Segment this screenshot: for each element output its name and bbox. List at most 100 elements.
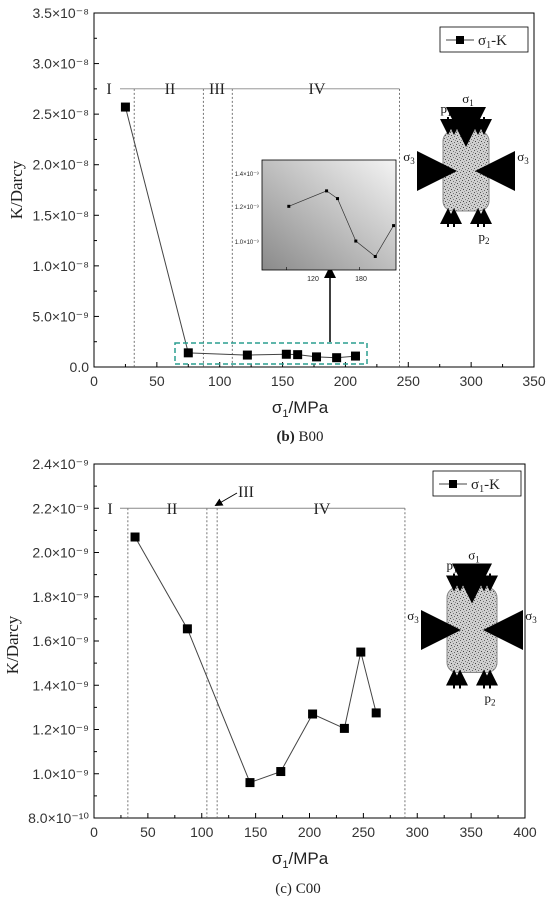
sigma3-label-base: σ	[517, 149, 524, 164]
y-tick-label: 2.0×10⁻⁹	[32, 545, 89, 561]
y-tick-label: 1.6×10⁻⁹	[32, 633, 89, 649]
inset-y-tick: 1.2×10⁻⁹	[235, 204, 260, 211]
sigma3-label-subscript: 3	[524, 156, 529, 166]
y-tick-label: 1.2×10⁻⁹	[32, 722, 89, 738]
highlight-box	[174, 342, 368, 365]
p2-label: p2	[479, 229, 490, 246]
data-point	[276, 767, 286, 777]
series-line	[130, 532, 381, 788]
data-point	[356, 647, 366, 657]
legend-label: σ1-K	[478, 33, 507, 51]
y-tick-label: 5.0×10⁻⁹	[32, 308, 89, 324]
y-tick-label: 2.0×10⁻⁸	[32, 157, 89, 173]
sigma3-label-base: σ	[403, 149, 410, 164]
p1-label: p1	[447, 558, 458, 575]
x-tick-label: 50	[149, 373, 165, 389]
data-point	[183, 348, 193, 358]
y-tick-label: 2.4×10⁻⁹	[32, 456, 89, 472]
sigma3-label-base: σ	[407, 608, 414, 623]
p2-label-subscript: 2	[485, 236, 490, 246]
x-tick-label: 150	[271, 373, 295, 389]
y-tick-label: 1.0×10⁻⁹	[32, 766, 89, 782]
y-tick-label: 2.5×10⁻⁸	[32, 106, 89, 122]
specimen-body	[442, 130, 490, 212]
x-axis-ticks: 0 50 100 150 200 250 300 350	[90, 362, 546, 389]
data-point	[242, 350, 252, 360]
data-point	[312, 352, 322, 362]
caption-text: C00	[292, 881, 321, 897]
caption-letter: (b)	[276, 429, 294, 445]
data-point	[182, 624, 192, 634]
sigma3-label-subscript: 3	[410, 156, 415, 166]
y-tick-label: 3.5×10⁻⁸	[32, 5, 89, 21]
legend-marker	[456, 36, 464, 44]
stage-label: II	[167, 501, 178, 518]
x-tick-label: 200	[334, 373, 358, 389]
sigma3-label-subscript: 3	[414, 615, 419, 625]
stage-label: IV	[309, 81, 326, 98]
caption-text: B00	[295, 429, 324, 445]
sigma3-label-subscript: 3	[532, 615, 537, 625]
series-path	[134, 536, 377, 784]
x-tick-label: 350	[522, 373, 546, 389]
chart-panel-c: 8.0×10⁻¹⁰ 1.0×10⁻⁹ 1.2×10⁻⁹ 1.4×10⁻⁹ 1.6×10⁻…	[3, 456, 537, 897]
stage-label: IV	[314, 501, 331, 518]
stage-label: I	[107, 501, 112, 518]
series-line	[120, 102, 360, 363]
data-point	[120, 102, 130, 112]
y-tick-label: 2.2×10⁻⁹	[32, 500, 89, 516]
data-point	[308, 709, 318, 719]
p1-label-base: p	[447, 558, 454, 573]
panel-caption: (c) C00	[275, 881, 320, 897]
sigma3-label-base: σ	[525, 608, 532, 623]
y-axis-label: K/Darcy	[3, 615, 22, 674]
x-tick-label: 50	[140, 824, 156, 840]
inset-x-tick: 120	[307, 276, 319, 283]
sigma1-label-base: σ	[468, 548, 475, 563]
p2-label-subscript: 2	[491, 698, 496, 708]
y-axis-ticks: 0.0 5.0×10⁻⁹ 1.0×10⁻⁸ 1.5×10⁻⁸ 2.0×10⁻⁸ 2.5×1…	[32, 5, 99, 375]
x-tick-label: 250	[397, 373, 421, 389]
x-axis-label: σ1/MPa	[272, 398, 329, 420]
inset-data-point	[373, 254, 377, 258]
stage-III-pointer	[214, 492, 238, 507]
p1-label-base: p	[441, 101, 448, 116]
x-axis-ticks: 0 50 100 150 200 250 300 350 400	[90, 813, 537, 840]
chart-panel-b: 0.0 5.0×10⁻⁹ 1.0×10⁻⁸ 1.5×10⁻⁸ 2.0×10⁻⁸ 2.5×1…	[7, 5, 546, 445]
p1-label: p1	[441, 101, 452, 118]
caption-letter: (c)	[275, 881, 292, 897]
legend: σ1-K	[439, 26, 529, 53]
p1-label-subscript: 1	[447, 108, 452, 118]
inset-data-point	[392, 224, 396, 228]
stage-label: I	[106, 81, 111, 98]
sigma3-label: σ3	[517, 149, 529, 166]
x-tick-label: 300	[459, 373, 483, 389]
stage-label: III	[238, 484, 254, 501]
stage-label: III	[209, 81, 225, 98]
panel-caption: (b) B00	[276, 429, 323, 445]
y-tick-label: 0.0	[70, 359, 90, 375]
p1-label-subscript: 1	[453, 565, 458, 575]
p2-label-base: p	[479, 229, 486, 244]
inset-series	[286, 189, 396, 270]
data-point	[371, 708, 381, 718]
y-tick-label: 1.8×10⁻⁹	[32, 589, 89, 605]
inset-series-path	[288, 190, 394, 258]
y-tick-label: 1.4×10⁻⁹	[32, 677, 89, 693]
y-axis-label: K/Darcy	[7, 160, 26, 219]
stage-boundaries	[120, 88, 400, 367]
x-tick-label: 300	[406, 824, 430, 840]
inset-data-point	[336, 197, 340, 201]
x-tick-label: 250	[352, 824, 376, 840]
x-axis-label: σ1/MPa	[272, 849, 329, 871]
specimen-body	[446, 587, 498, 673]
sigma3-label: σ3	[525, 608, 537, 625]
data-point	[130, 532, 140, 542]
p2-label-base: p	[485, 691, 492, 706]
y-tick-label: 1.0×10⁻⁸	[32, 258, 89, 274]
data-point	[245, 778, 255, 788]
data-point	[332, 353, 342, 363]
inset-data-point	[287, 204, 291, 208]
